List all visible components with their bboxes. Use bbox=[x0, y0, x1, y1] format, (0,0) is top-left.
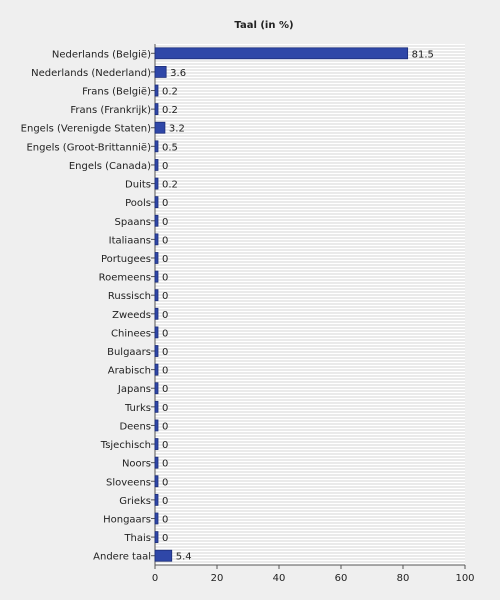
category-label: Chinees bbox=[111, 328, 151, 339]
category-label: Grieks bbox=[119, 496, 151, 507]
x-tick-label: 80 bbox=[397, 573, 410, 584]
value-label: 0 bbox=[162, 310, 168, 321]
bar bbox=[154, 512, 159, 525]
bar bbox=[154, 177, 159, 190]
bar bbox=[154, 159, 159, 171]
bar bbox=[154, 121, 166, 134]
category-label: Engels (Verenigde Staten) bbox=[21, 124, 151, 135]
value-label: 0 bbox=[162, 273, 168, 284]
bar bbox=[154, 326, 159, 339]
bar bbox=[154, 400, 159, 413]
value-label: 81.5 bbox=[412, 49, 434, 60]
category-label: Tsjechisch bbox=[100, 440, 151, 451]
bar bbox=[154, 419, 159, 432]
value-label: 0 bbox=[162, 459, 168, 470]
value-label: 0 bbox=[162, 347, 168, 358]
bar bbox=[154, 549, 173, 562]
bar bbox=[154, 214, 159, 227]
value-label: 0 bbox=[162, 217, 168, 228]
grid-lines bbox=[155, 45, 465, 563]
value-label: 0 bbox=[162, 328, 168, 339]
category-label: Nederlands (België) bbox=[52, 49, 151, 60]
category-label: Pools bbox=[125, 198, 151, 209]
category-label: Engels (Canada) bbox=[69, 161, 151, 172]
bar bbox=[154, 84, 159, 97]
category-label: Bulgaars bbox=[107, 347, 151, 358]
value-label: 0 bbox=[162, 161, 168, 172]
value-label: 5.4 bbox=[176, 552, 192, 563]
bar bbox=[154, 252, 159, 264]
category-label: Thais bbox=[123, 533, 151, 544]
value-label: 0.2 bbox=[162, 180, 178, 191]
value-label: 0 bbox=[162, 496, 168, 507]
value-label: 0 bbox=[162, 254, 168, 265]
category-label: Frans (Frankrijk) bbox=[70, 105, 151, 116]
value-label: 3.2 bbox=[169, 124, 185, 135]
category-label: Turks bbox=[124, 403, 151, 414]
bar bbox=[154, 233, 159, 246]
category-label: Arabisch bbox=[108, 366, 151, 377]
category-label: Italiaans bbox=[109, 235, 151, 246]
bar bbox=[154, 289, 159, 302]
value-label: 0 bbox=[162, 366, 168, 377]
bar bbox=[154, 363, 159, 376]
x-tick-label: 60 bbox=[335, 573, 348, 584]
x-tick-label: 40 bbox=[273, 573, 286, 584]
category-label: Noors bbox=[122, 459, 151, 470]
category-label: Roemeens bbox=[99, 273, 151, 284]
category-label: Andere taal bbox=[93, 552, 151, 563]
bar bbox=[154, 47, 409, 60]
value-label: 0.2 bbox=[162, 87, 178, 98]
category-label: Russisch bbox=[108, 291, 151, 302]
category-label: Engels (Groot-Brittannië) bbox=[26, 142, 151, 153]
value-label: 3.6 bbox=[170, 68, 186, 79]
bar bbox=[154, 196, 159, 209]
category-label: Frans (België) bbox=[82, 87, 151, 98]
bar bbox=[154, 382, 159, 395]
bar bbox=[154, 456, 159, 469]
category-label: Zweeds bbox=[112, 310, 151, 321]
value-label: 0 bbox=[162, 198, 168, 209]
bar bbox=[154, 531, 159, 543]
x-tick-label: 20 bbox=[211, 573, 224, 584]
category-label: Sloveens bbox=[106, 477, 151, 488]
x-tick-label: 0 bbox=[152, 573, 158, 584]
category-label: Portugees bbox=[101, 254, 151, 265]
bar bbox=[154, 307, 159, 320]
bar bbox=[154, 103, 159, 116]
category-label: Nederlands (Nederland) bbox=[31, 68, 151, 79]
bar bbox=[154, 475, 159, 488]
value-label: 0 bbox=[162, 421, 168, 432]
bar bbox=[154, 140, 159, 153]
category-label: Japans bbox=[117, 384, 151, 395]
value-label: 0 bbox=[162, 384, 168, 395]
value-label: 0 bbox=[162, 514, 168, 525]
category-label: Hongaars bbox=[103, 514, 151, 525]
value-label: 0.2 bbox=[162, 105, 178, 116]
bar bbox=[154, 438, 159, 450]
category-label: Duits bbox=[125, 180, 151, 191]
value-label: 0 bbox=[162, 403, 168, 414]
bar bbox=[154, 345, 159, 357]
value-label: 0 bbox=[162, 533, 168, 544]
bar bbox=[154, 66, 167, 78]
value-label: 0 bbox=[162, 477, 168, 488]
bar bbox=[154, 270, 159, 283]
value-label: 0 bbox=[162, 440, 168, 451]
x-tick-label: 100 bbox=[455, 573, 474, 584]
value-label: 0 bbox=[162, 235, 168, 246]
value-label: 0.5 bbox=[162, 142, 178, 153]
value-label: 0 bbox=[162, 291, 168, 302]
category-label: Deens bbox=[119, 421, 151, 432]
category-label: Spaans bbox=[115, 217, 152, 228]
chart-title: Taal (in %) bbox=[234, 20, 293, 31]
bar bbox=[154, 493, 159, 506]
